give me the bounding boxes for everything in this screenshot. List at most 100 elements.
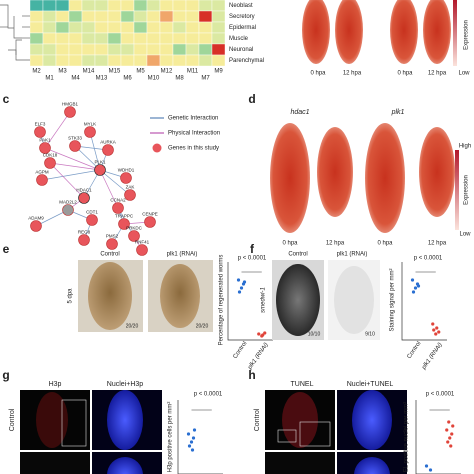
heatmap-cell bbox=[198, 43, 213, 56]
network-edge bbox=[35, 209, 69, 227]
heatmap-cell bbox=[159, 0, 174, 12]
row-label: Muscle bbox=[229, 36, 249, 42]
heatmap-cell bbox=[107, 21, 122, 34]
time-label: 12 hpa bbox=[428, 71, 447, 77]
plot-point bbox=[413, 286, 418, 290]
inset-box bbox=[61, 399, 87, 447]
column-label: M13 bbox=[96, 76, 108, 82]
panel-letter: d bbox=[248, 92, 255, 106]
column-label: M4 bbox=[71, 76, 80, 82]
scale-high: High bbox=[459, 144, 471, 150]
dendrogram bbox=[13, 16, 22, 39]
heatmap-cell bbox=[55, 32, 70, 45]
x-label: plk1 (RNAi) bbox=[421, 342, 444, 371]
worm-image bbox=[390, 0, 418, 64]
time-label: 12 hpa bbox=[343, 71, 362, 77]
worm-image bbox=[270, 123, 310, 233]
heatmap-cell bbox=[55, 0, 70, 12]
node-label: WDHD1 bbox=[118, 168, 135, 173]
count-label: 20/20 bbox=[196, 323, 209, 329]
node-label: HDAC1 bbox=[76, 188, 92, 193]
heatmap-cell bbox=[68, 0, 83, 12]
network-node bbox=[36, 174, 48, 186]
node-label: PAK1 bbox=[39, 138, 51, 143]
heatmap-cell bbox=[42, 54, 57, 67]
plot-point bbox=[236, 278, 241, 282]
plot-point bbox=[451, 424, 455, 428]
side-label: 5 dpa bbox=[68, 288, 74, 304]
condition-label: Control bbox=[288, 252, 307, 258]
legend-text: Genetic Interaction bbox=[168, 116, 218, 122]
node-label: CDT1 bbox=[86, 210, 98, 215]
p-value: p < 0.0001 bbox=[426, 392, 455, 398]
network-node bbox=[78, 234, 90, 246]
heatmap-cell bbox=[172, 43, 187, 56]
time-label: 12 hpa bbox=[428, 241, 447, 247]
plot-point bbox=[190, 448, 195, 452]
network-node bbox=[94, 164, 106, 176]
color-scale bbox=[453, 0, 457, 66]
worm-image bbox=[302, 0, 330, 64]
legend-text: Physical Interaction bbox=[168, 131, 220, 137]
time-label: 0 hpa bbox=[377, 241, 393, 247]
network-node bbox=[62, 204, 74, 216]
plot-point bbox=[450, 432, 454, 436]
heatmap-cell bbox=[107, 43, 122, 56]
heatmap-cell bbox=[133, 10, 148, 23]
heatmap-cell bbox=[159, 54, 174, 67]
heatmap-cell bbox=[107, 54, 122, 67]
heatmap-cell bbox=[185, 54, 200, 67]
heatmap-cell bbox=[198, 10, 213, 23]
row-label: Epidermal bbox=[229, 25, 256, 31]
column-label: M7 bbox=[201, 76, 210, 82]
worm-image bbox=[107, 390, 143, 450]
network-node bbox=[124, 189, 136, 201]
heatmap-cell bbox=[81, 32, 96, 45]
heatmap-cell bbox=[133, 0, 148, 12]
column-label: TUNEL bbox=[291, 381, 314, 388]
heatmap-cell bbox=[185, 32, 200, 45]
y-label: H3p positive cells per mm² bbox=[168, 402, 174, 473]
scale-title: Expression bbox=[464, 175, 470, 205]
heatmap-cell bbox=[172, 54, 187, 67]
node-label: STK33 bbox=[68, 136, 82, 141]
row-label: Secretory bbox=[229, 14, 255, 20]
network-node bbox=[64, 106, 76, 118]
heatmap-cell bbox=[146, 10, 161, 23]
plot-axis bbox=[177, 400, 223, 474]
plot-axis bbox=[227, 262, 273, 341]
network-edge bbox=[44, 147, 101, 171]
panel-letter: e bbox=[3, 242, 10, 256]
heatmap-cell bbox=[146, 32, 161, 45]
plot-point bbox=[432, 328, 436, 332]
plot-point bbox=[437, 330, 441, 334]
plot-point bbox=[239, 286, 244, 290]
network-node bbox=[102, 144, 114, 156]
heatmap-cell bbox=[81, 10, 96, 23]
gene-label: hdac1 bbox=[290, 109, 309, 116]
column-label: M10 bbox=[148, 76, 160, 82]
node-label: REG8 bbox=[78, 230, 91, 235]
heatmap-cell bbox=[94, 21, 109, 34]
y-label: EL positive nuclei per mm² bbox=[404, 402, 410, 472]
worm-image bbox=[419, 127, 455, 217]
scale-low: Low bbox=[458, 71, 470, 77]
time-label: 12 hpa bbox=[326, 241, 345, 247]
heatmap-cell bbox=[133, 32, 148, 45]
heatmap-cell bbox=[81, 21, 96, 34]
panel-letter: g bbox=[2, 368, 9, 382]
heatmap-cell bbox=[172, 32, 187, 45]
column-label: M14 bbox=[83, 69, 95, 75]
heatmap-cell bbox=[29, 54, 44, 67]
panel-letter: c bbox=[3, 92, 10, 106]
plot-point bbox=[187, 444, 192, 448]
heatmap-cell bbox=[29, 10, 44, 23]
network-node bbox=[84, 126, 96, 138]
heatmap-cell bbox=[133, 21, 148, 34]
plot-point bbox=[191, 436, 196, 440]
plot-point bbox=[260, 334, 264, 338]
heatmap-cell bbox=[68, 54, 83, 67]
node-label: CENPE bbox=[142, 212, 158, 217]
heatmap-cell bbox=[81, 54, 96, 67]
